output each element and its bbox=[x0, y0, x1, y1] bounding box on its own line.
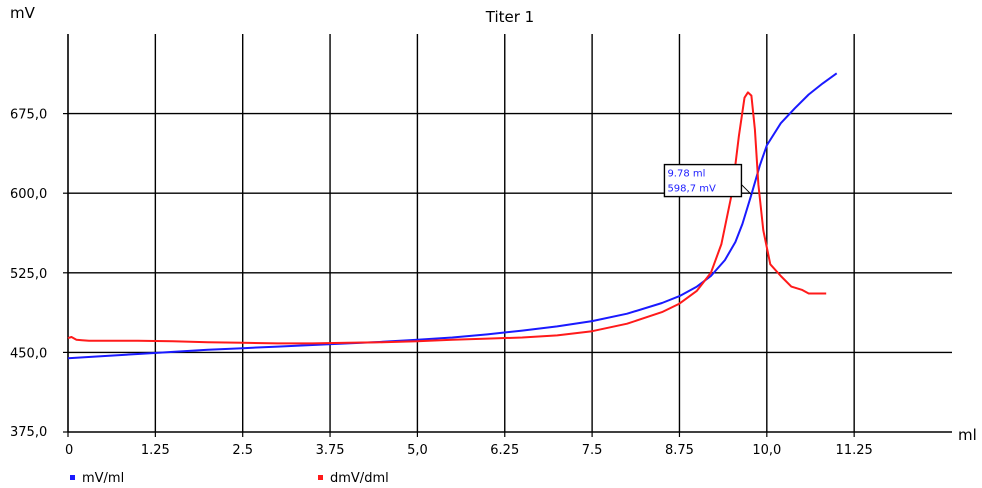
legend-label: mV/ml bbox=[82, 471, 124, 486]
tooltip-pointer bbox=[741, 184, 752, 195]
x-tick-label: 7.5 bbox=[582, 443, 603, 458]
tooltip-y-value: 598,7 mV bbox=[667, 184, 716, 195]
x-tick-label: 2.5 bbox=[232, 443, 253, 458]
x-tick-label: 3.75 bbox=[316, 443, 345, 458]
tooltip-x-value: 9.78 ml bbox=[667, 169, 705, 180]
data-tooltip: 9.78 ml 598,7 mV bbox=[663, 163, 752, 198]
legend-item-mv-ml[interactable]: mV/ml bbox=[70, 471, 124, 486]
x-tick-label: 10,0 bbox=[752, 443, 781, 458]
y-tick-label: 675,0 bbox=[10, 108, 47, 123]
legend-label: dmV/dml bbox=[330, 471, 389, 486]
y-tick-label: 375,0 bbox=[10, 425, 47, 440]
legend-swatch bbox=[318, 475, 323, 480]
y-tick-labels: 375,0 450,0 525,0 600,0 675,0 bbox=[10, 108, 68, 440]
x-tick-label: 8.75 bbox=[665, 443, 694, 458]
x-tick-label: 1.25 bbox=[141, 443, 170, 458]
x-tick-label: 5,0 bbox=[407, 443, 428, 458]
legend-item-dmv-dml[interactable]: dmV/dml bbox=[318, 471, 389, 486]
y-tick-label: 525,0 bbox=[10, 267, 47, 282]
x-tick-label: 11.25 bbox=[836, 443, 873, 458]
series-line-dmv-dml bbox=[67, 91, 827, 345]
series-lines bbox=[67, 72, 838, 360]
x-axis-label: ml bbox=[958, 426, 977, 444]
chart-title: Titer 1 bbox=[485, 8, 534, 26]
legend-swatch bbox=[70, 475, 75, 480]
x-tick-label: 6.25 bbox=[490, 443, 519, 458]
x-tick-labels: 0 1.25 2.5 3.75 5,0 6.25 7.5 8.75 10,0 11.25 bbox=[65, 432, 873, 458]
y-tick-label: 600,0 bbox=[10, 187, 47, 202]
y-tick-label: 450,0 bbox=[10, 346, 47, 361]
y-axis-label: mV bbox=[10, 4, 36, 22]
x-tick-label: 0 bbox=[65, 443, 73, 458]
legend[interactable]: mV/ml dmV/dml bbox=[70, 471, 389, 486]
series-line-mv-ml bbox=[67, 72, 838, 360]
tooltip-box bbox=[663, 163, 743, 198]
axes bbox=[67, 34, 952, 433]
grid-lines bbox=[68, 34, 952, 432]
